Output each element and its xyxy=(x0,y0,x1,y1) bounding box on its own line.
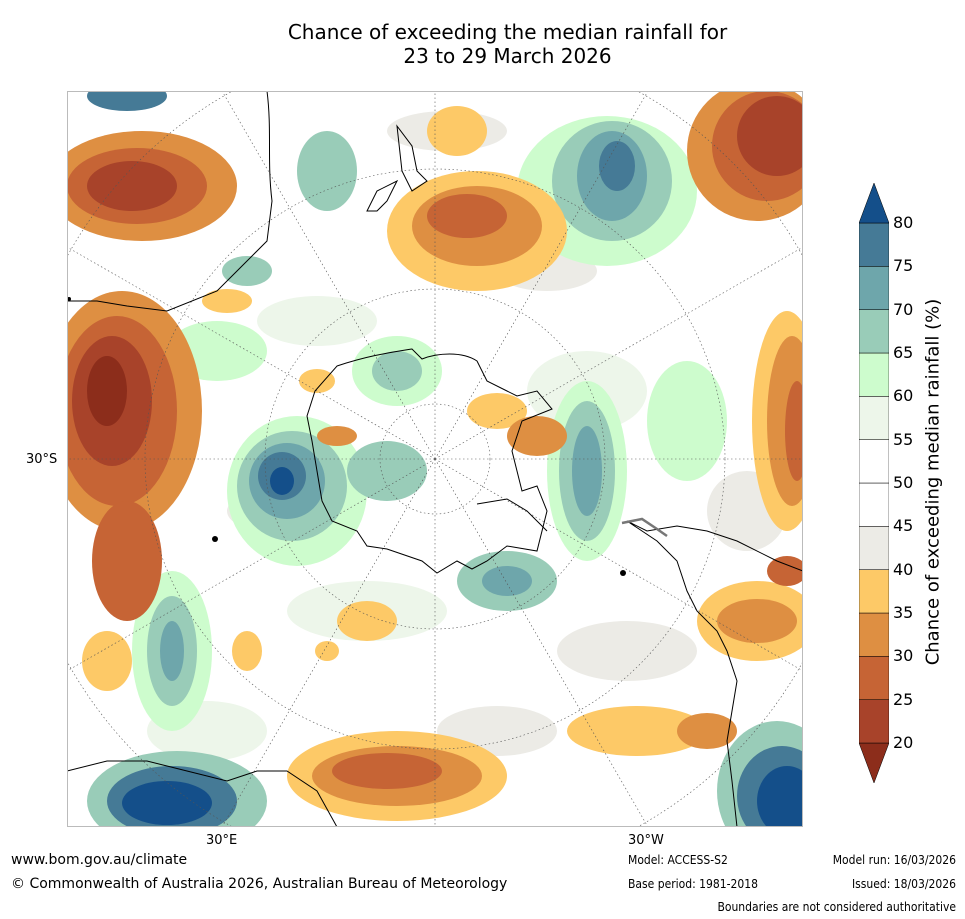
antarctica-coast xyxy=(306,348,553,574)
model-run-text: Model run: 16/03/2026 xyxy=(832,853,956,867)
wet-anomalies xyxy=(87,91,803,827)
colorbar-bin xyxy=(858,309,890,354)
africa-coast xyxy=(67,91,273,312)
colorbar-tick-label: 55 xyxy=(893,429,914,449)
dry-anomalies xyxy=(67,91,803,821)
colorbar-bin xyxy=(858,612,890,657)
base-period-text: Base period: 1981-2018 xyxy=(628,877,759,891)
colorbar-bin xyxy=(858,656,890,700)
website-link[interactable]: www.bom.gov.au/climate xyxy=(11,852,188,868)
colorbar-bin xyxy=(858,699,890,744)
lon-label-30e: 30°E xyxy=(206,833,238,848)
tierra-del-fuego xyxy=(621,517,668,538)
new-zealand-north xyxy=(396,124,428,192)
colorbar-tick-label: 60 xyxy=(893,386,914,406)
rainfall-probability-map xyxy=(67,91,803,827)
new-zealand-south xyxy=(366,179,399,212)
colorbar-tick-label: 80 xyxy=(893,213,914,232)
lat-label-30s: 30°S xyxy=(26,452,58,467)
colorbar-bin xyxy=(858,526,890,570)
colorbar-label: Chance of exceeding median rainfall (%) xyxy=(922,298,944,666)
colorbar-tick-label: 45 xyxy=(893,516,914,536)
colorbar-tick-label: 70 xyxy=(893,299,914,319)
title-line-2: 23 to 29 March 2026 xyxy=(403,44,612,68)
issued-text: Issued: 18/03/2026 xyxy=(851,877,956,891)
colorbar-svg xyxy=(858,182,890,784)
colorbar-bin xyxy=(858,222,890,267)
title-line-1: Chance of exceeding the median rainfall … xyxy=(287,20,728,44)
antarctic-peninsula xyxy=(476,498,548,532)
colorbar xyxy=(858,182,890,784)
copyright-text: © Commonwealth of Australia 2026, Austra… xyxy=(11,876,508,892)
colorbar-tick-label: 40 xyxy=(893,559,914,579)
south-america-coast xyxy=(626,520,803,827)
colorbar-tick-label: 20 xyxy=(893,733,914,752)
colorbar-bin xyxy=(858,352,890,397)
colorbar-bin xyxy=(858,482,890,527)
colorbar-tick-label: 25 xyxy=(893,689,914,709)
lon-label-30w: 30°W xyxy=(628,833,664,848)
colorbar-bin xyxy=(858,396,890,440)
colorbar-bin xyxy=(858,742,890,784)
australia-coast xyxy=(67,760,338,827)
disclaimer-text: Boundaries are not considered authoritat… xyxy=(717,900,956,914)
graticule xyxy=(67,91,803,827)
coastlines xyxy=(67,91,803,827)
colorbar-tick-label: 35 xyxy=(893,603,914,622)
colorbar-bin xyxy=(858,266,890,310)
colorbar-tick-label: 65 xyxy=(893,343,914,362)
model-text: Model: ACCESS-S2 xyxy=(628,853,728,867)
colorbar-tick-label: 50 xyxy=(893,473,914,492)
map-title: Chance of exceeding the median rainfall … xyxy=(200,20,815,68)
colorbar-tick-label: 30 xyxy=(893,646,914,666)
colorbar-tick-label: 75 xyxy=(893,256,914,276)
map-canvas xyxy=(67,91,803,827)
near-normal-patches xyxy=(147,111,787,761)
colorbar-bin xyxy=(858,439,890,484)
colorbar-bin xyxy=(858,569,890,614)
colorbar-bin xyxy=(858,182,890,224)
map-frame xyxy=(67,91,803,827)
